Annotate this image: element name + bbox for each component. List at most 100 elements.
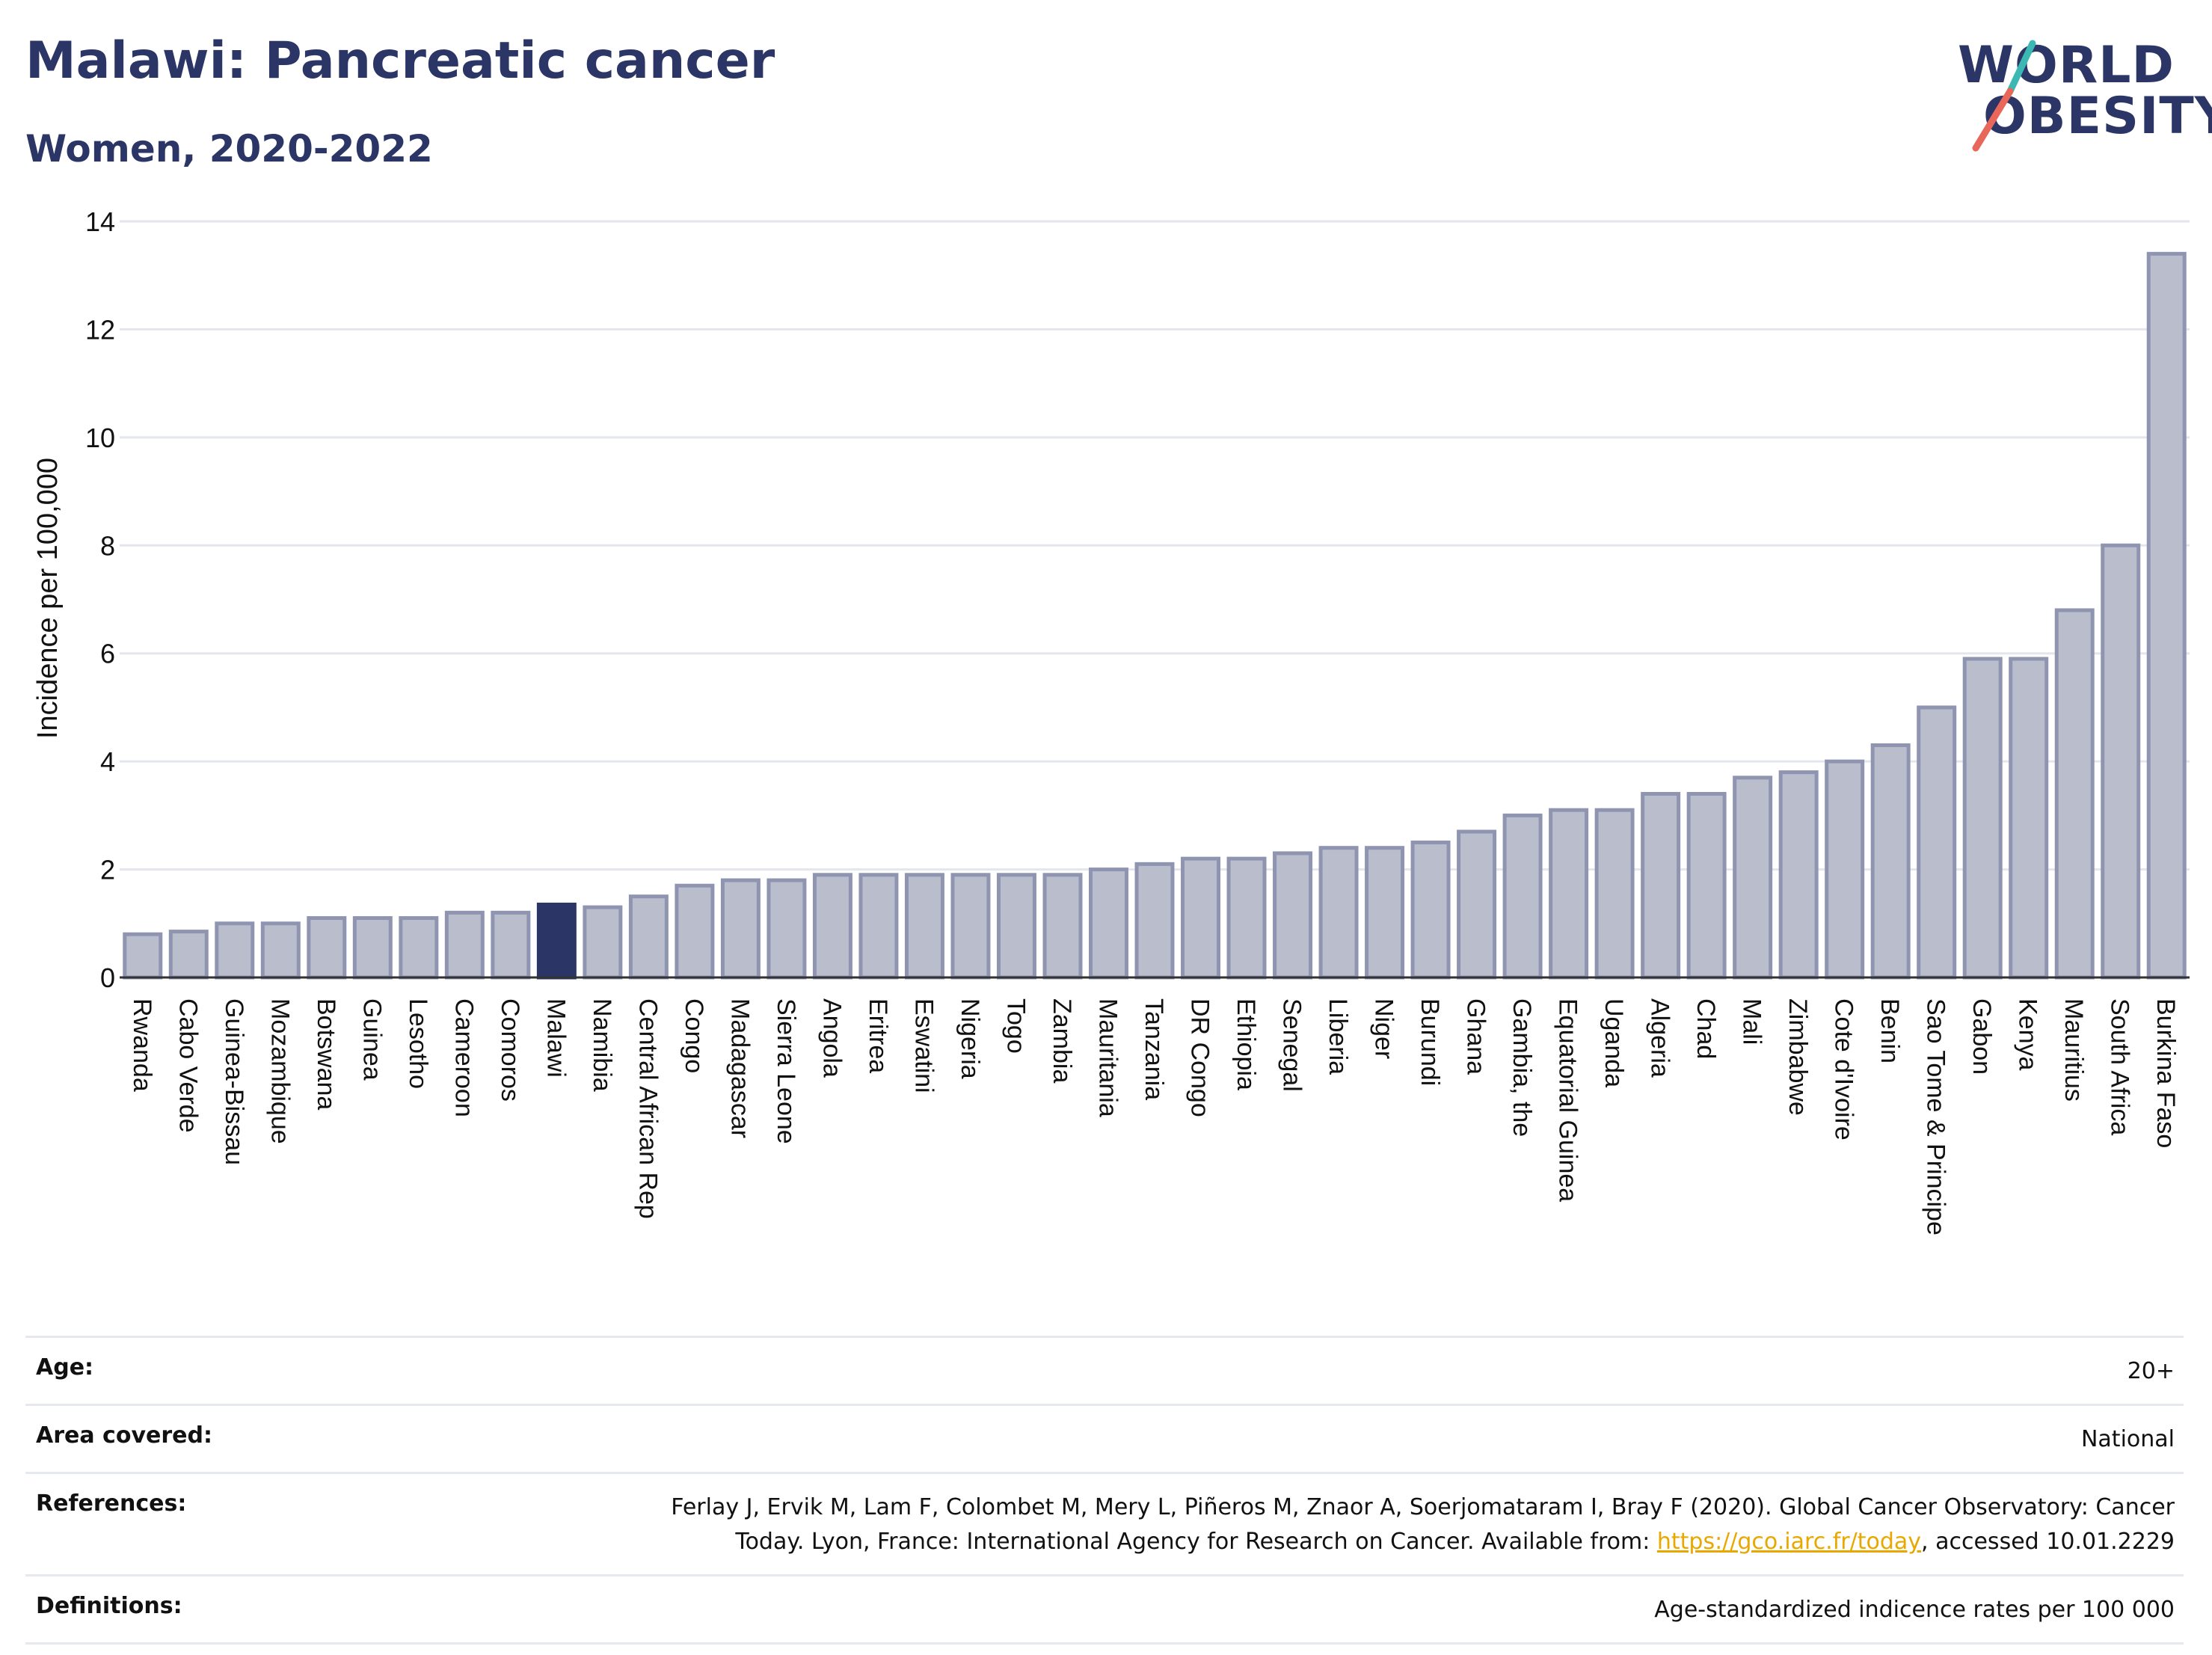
bar-burkina-faso xyxy=(2146,251,2187,980)
meta-row-age: Age: 20+ xyxy=(25,1336,2184,1404)
x-tick-label: Kenya xyxy=(2014,998,2042,1070)
logo-slash-icon xyxy=(1972,40,2036,152)
bar-cameroon xyxy=(444,910,485,980)
bar-niger xyxy=(1365,846,1405,980)
world-obesity-logo: WORLD OBESITY xyxy=(1944,36,2212,163)
y-tick-label: 2 xyxy=(100,855,115,885)
y-tick-label: 4 xyxy=(100,746,115,777)
bar-senegal xyxy=(1273,851,1313,980)
x-tick-label: Benin xyxy=(1875,998,1904,1063)
x-tick-label: Zimbabwe xyxy=(1784,998,1812,1116)
bar-uganda xyxy=(1594,808,1635,980)
x-tick-label: Niger xyxy=(1370,998,1398,1059)
y-tick-label: 10 xyxy=(85,423,115,453)
meta-row-definitions: Definitions: Age-standardized indicence … xyxy=(25,1574,2184,1645)
y-axis-ticks: 0 2 4 6 8 10 12 14 xyxy=(85,206,115,993)
meta-row-references: References: Ferlay J, Ervik M, Lam F, Co… xyxy=(25,1472,2184,1574)
x-tick-label: Senegal xyxy=(1278,998,1306,1092)
x-tick-label: Rwanda xyxy=(128,998,156,1092)
bar-gambia-the xyxy=(1502,813,1543,980)
bar-guinea xyxy=(352,916,393,980)
bar-nigeria xyxy=(950,873,991,980)
bar-angola xyxy=(812,873,852,980)
bar-namibia xyxy=(583,905,623,980)
bar-botswana xyxy=(307,916,347,980)
x-tick-label: Mauritania xyxy=(1093,998,1122,1117)
x-tick-label: Guinea-Bissau xyxy=(220,998,248,1165)
bar-chad xyxy=(1686,791,1727,980)
age-label: Age: xyxy=(36,1354,94,1381)
bar-rwanda xyxy=(123,932,163,980)
x-tick-label: DR Congo xyxy=(1186,998,1214,1117)
x-tick-label: Burkina Faso xyxy=(2151,998,2180,1148)
bar-madagascar xyxy=(720,878,761,980)
x-tick-label: Central African Rep xyxy=(633,998,662,1219)
x-tick-label: Cote d'Ivoire xyxy=(1830,998,1858,1140)
bar-zimbabwe xyxy=(1778,770,1819,980)
bar-cabo-verde xyxy=(168,930,209,980)
chart-title: Malawi: Pancreatic cancer xyxy=(25,31,775,90)
x-tick-label: Congo xyxy=(680,998,708,1073)
x-tick-label: Mali xyxy=(1738,998,1766,1045)
x-tick-label: Algeria xyxy=(1646,998,1674,1078)
bar-gabon xyxy=(1962,657,2003,980)
x-tick-label: Tanzania xyxy=(1140,998,1168,1100)
x-tick-label: Chad xyxy=(1692,998,1720,1059)
x-tick-label: Togo xyxy=(1001,998,1030,1054)
x-tick-label: Gabon xyxy=(1967,998,1996,1075)
definitions-label: Definitions: xyxy=(36,1593,182,1619)
definitions-value: Age-standardized indicence rates per 100… xyxy=(1654,1597,2175,1623)
x-tick-label: Cameroon xyxy=(449,998,478,1117)
bar-cote-d-ivoire xyxy=(1825,759,1865,980)
y-tick-label: 0 xyxy=(100,962,115,993)
bar-mauritania xyxy=(1088,868,1128,980)
x-tick-label: Comoros xyxy=(496,998,524,1102)
x-tick-label: Uganda xyxy=(1600,998,1628,1087)
x-tick-label: Cabo Verde xyxy=(173,998,202,1133)
metadata-table: Age: 20+ Area covered: National Referenc… xyxy=(25,1336,2184,1645)
bar-burundi xyxy=(1410,840,1451,980)
bar-kenya xyxy=(2009,657,2049,980)
x-tick-label: Eritrea xyxy=(864,998,892,1073)
bar-eswatini xyxy=(904,873,944,980)
x-tick-label: Ethiopia xyxy=(1232,998,1260,1090)
bar-malawi xyxy=(536,903,577,980)
x-tick-label: Equatorial Guinea xyxy=(1554,998,1582,1202)
y-tick-label: 12 xyxy=(85,314,115,345)
references-line2-pre: Today. Lyon, France: International Agenc… xyxy=(735,1529,1657,1555)
x-tick-label: Namibia xyxy=(588,998,616,1092)
bar-dr-congo xyxy=(1181,856,1221,980)
bar-guinea-bissau xyxy=(215,921,255,980)
references-link[interactable]: https://gco.iarc.fr/today xyxy=(1656,1529,1922,1555)
x-tick-label: Botswana xyxy=(312,998,340,1110)
x-tick-label: Guinea xyxy=(357,998,386,1081)
y-tick-label: 8 xyxy=(100,530,115,561)
logo-line1: WORLD xyxy=(1958,36,2175,95)
bar-chart: 0 2 4 6 8 10 12 14 Rwanda Cabo Verde Guinea-Bissa… xyxy=(32,206,2190,1235)
x-tick-label: Angola xyxy=(817,998,846,1078)
x-tick-label: Nigeria xyxy=(956,998,984,1079)
x-tick-label: Zambia xyxy=(1048,998,1076,1083)
x-tick-label: Eswatini xyxy=(909,998,938,1093)
x-tick-label: Burundi xyxy=(1416,998,1444,1086)
bar-congo xyxy=(675,883,715,980)
bar-togo xyxy=(996,873,1036,980)
x-tick-label: Sao Tome & Principe xyxy=(1922,998,1950,1235)
chart-subtitle: Women, 2020-2022 xyxy=(25,127,433,171)
x-tick-label: Mozambique xyxy=(265,998,294,1144)
x-tick-label: Gambia, the xyxy=(1508,998,1536,1137)
bar-ghana xyxy=(1457,829,1497,980)
x-tick-label: Lesotho xyxy=(404,998,432,1089)
bar-tanzania xyxy=(1134,862,1175,980)
x-tick-label: Ghana xyxy=(1462,998,1490,1075)
logo-line2: OBESITY xyxy=(1983,87,2212,146)
bar-ethiopia xyxy=(1226,856,1267,980)
bar-mauritius xyxy=(2054,608,2095,980)
references-label: References: xyxy=(36,1490,187,1517)
x-tick-label: Sierra Leone xyxy=(772,998,800,1144)
y-tick-label: 6 xyxy=(100,639,115,669)
bar-eritrea xyxy=(858,873,899,980)
meta-row-area: Area covered: National xyxy=(25,1404,2184,1472)
bar-sierra-leone xyxy=(766,878,807,980)
x-axis-labels: Rwanda Cabo Verde Guinea-Bissau Mozambique B… xyxy=(128,998,2180,1235)
